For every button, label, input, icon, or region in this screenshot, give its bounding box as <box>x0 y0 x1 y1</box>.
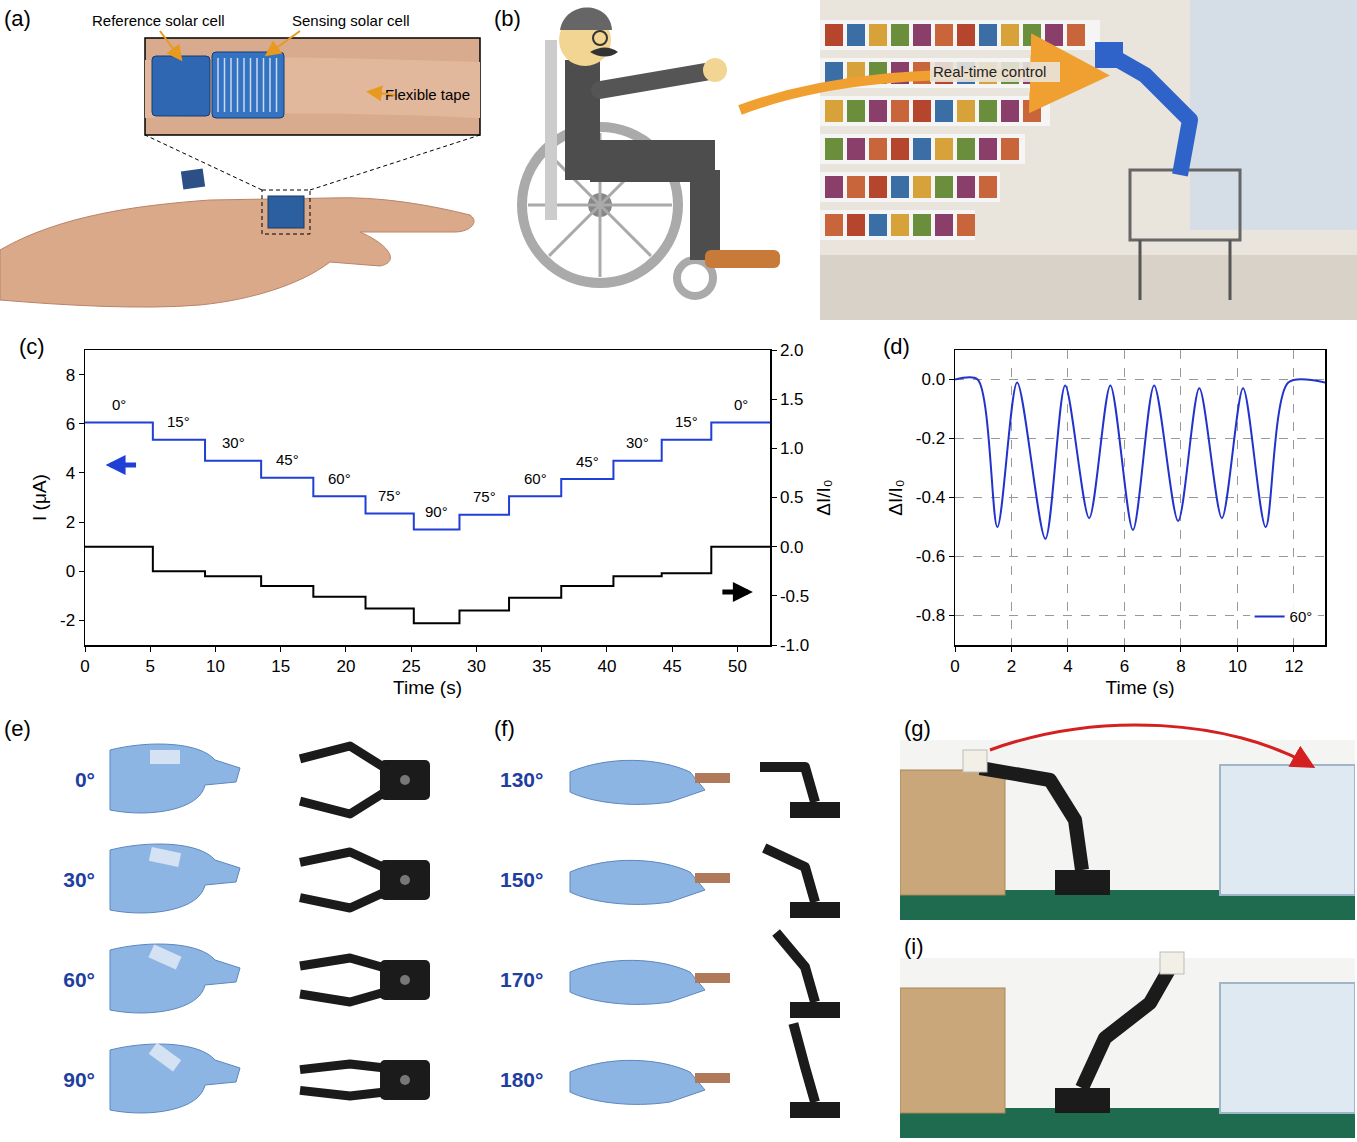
svg-text:(i): (i) <box>904 934 924 959</box>
svg-text:0: 0 <box>80 657 89 676</box>
svg-text:-0.5: -0.5 <box>780 587 809 606</box>
svg-text:-1.0: -1.0 <box>780 636 809 655</box>
svg-text:0.5: 0.5 <box>780 488 804 507</box>
svg-text:2: 2 <box>1007 657 1016 676</box>
svg-text:90°: 90° <box>425 503 448 520</box>
svg-text:(f): (f) <box>494 716 515 741</box>
svg-text:6: 6 <box>1120 657 1129 676</box>
svg-text:45: 45 <box>663 657 682 676</box>
svg-text:10: 10 <box>1228 657 1247 676</box>
svg-text:0°: 0° <box>75 768 95 791</box>
svg-text:Reference solar cell: Reference solar cell <box>92 12 225 29</box>
svg-text:30°: 30° <box>626 434 649 451</box>
svg-text:180°: 180° <box>500 1068 543 1091</box>
svg-text:(g): (g) <box>904 716 931 741</box>
svg-text:30: 30 <box>467 657 486 676</box>
svg-text:(d): (d) <box>883 334 910 359</box>
svg-text:45°: 45° <box>576 453 599 470</box>
svg-text:12: 12 <box>1284 657 1303 676</box>
svg-text:-0.6: -0.6 <box>916 547 945 566</box>
svg-text:75°: 75° <box>378 487 401 504</box>
svg-text:1.5: 1.5 <box>780 390 804 409</box>
svg-text:130°: 130° <box>500 768 543 791</box>
svg-text:40: 40 <box>597 657 616 676</box>
svg-text:60°: 60° <box>63 968 95 991</box>
svg-text:25: 25 <box>402 657 421 676</box>
svg-text:15: 15 <box>271 657 290 676</box>
svg-text:4: 4 <box>66 464 75 483</box>
svg-text:(a): (a) <box>4 6 31 31</box>
svg-text:150°: 150° <box>500 868 543 891</box>
svg-text:Time (s): Time (s) <box>393 677 462 698</box>
svg-text:-0.8: -0.8 <box>916 606 945 625</box>
svg-text:(e): (e) <box>4 716 31 741</box>
svg-text:60°: 60° <box>524 470 547 487</box>
svg-text:8: 8 <box>1176 657 1185 676</box>
svg-text:90°: 90° <box>63 1068 95 1091</box>
svg-text:75°: 75° <box>473 488 496 505</box>
svg-text:Time (s): Time (s) <box>1106 677 1175 698</box>
svg-text:4: 4 <box>1063 657 1072 676</box>
svg-text:15°: 15° <box>675 413 698 430</box>
svg-text:0: 0 <box>66 562 75 581</box>
svg-text:Sensing solar cell: Sensing solar cell <box>292 12 410 29</box>
svg-text:2: 2 <box>66 513 75 532</box>
svg-text:8: 8 <box>66 366 75 385</box>
svg-text:10: 10 <box>206 657 225 676</box>
svg-text:ΔI/I₀: ΔI/I₀ <box>885 479 906 515</box>
svg-text:0°: 0° <box>112 396 126 413</box>
svg-text:Real-time control: Real-time control <box>933 63 1046 80</box>
svg-text:30°: 30° <box>63 868 95 891</box>
svg-text:6: 6 <box>66 415 75 434</box>
svg-text:-2: -2 <box>60 611 75 630</box>
svg-text:0.0: 0.0 <box>780 538 804 557</box>
svg-text:1.0: 1.0 <box>780 439 804 458</box>
svg-text:(b): (b) <box>494 6 521 31</box>
svg-text:ΔI/I₀: ΔI/I₀ <box>813 479 834 515</box>
svg-text:(c): (c) <box>19 334 45 359</box>
svg-text:0°: 0° <box>734 396 748 413</box>
svg-text:15°: 15° <box>167 413 190 430</box>
svg-text:60°: 60° <box>1290 608 1313 625</box>
svg-text:30°: 30° <box>222 434 245 451</box>
svg-text:-0.2: -0.2 <box>916 429 945 448</box>
svg-text:2.0: 2.0 <box>780 341 804 360</box>
svg-text:5: 5 <box>146 657 155 676</box>
svg-text:45°: 45° <box>276 451 299 468</box>
svg-text:-0.4: -0.4 <box>916 488 945 507</box>
svg-text:170°: 170° <box>500 968 543 991</box>
svg-text:20: 20 <box>336 657 355 676</box>
svg-text:0.0: 0.0 <box>921 370 945 389</box>
svg-text:Flexible tape: Flexible tape <box>385 86 470 103</box>
svg-text:0: 0 <box>950 657 959 676</box>
svg-text:50: 50 <box>728 657 747 676</box>
svg-text:35: 35 <box>532 657 551 676</box>
svg-text:60°: 60° <box>328 470 351 487</box>
svg-text:I (μA): I (μA) <box>29 474 50 521</box>
